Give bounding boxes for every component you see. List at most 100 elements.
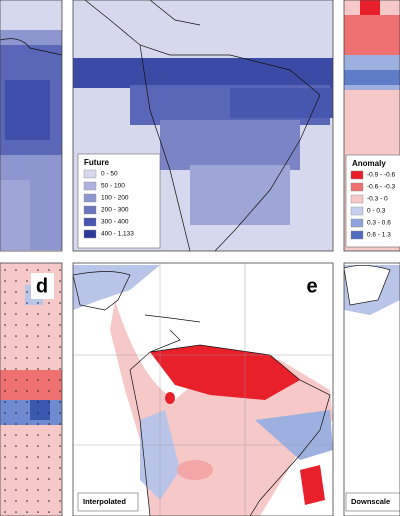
grid-dot bbox=[4, 324, 6, 326]
grid-dot bbox=[26, 401, 28, 403]
panel-tag: Interpolated bbox=[83, 497, 126, 506]
legend-swatch bbox=[83, 217, 97, 227]
grid-dot bbox=[37, 467, 39, 469]
grid-dot bbox=[59, 324, 61, 326]
grid-dot bbox=[15, 346, 17, 348]
legend-title: Anomaly bbox=[352, 159, 386, 168]
grid-dot bbox=[59, 456, 61, 458]
grid-dot bbox=[26, 346, 28, 348]
grid-dot bbox=[37, 368, 39, 370]
grid-dot bbox=[59, 390, 61, 392]
grid-dot bbox=[37, 500, 39, 502]
grid-dot bbox=[37, 390, 39, 392]
grid-dot bbox=[15, 434, 17, 436]
grid-dot bbox=[59, 291, 61, 293]
grid-dot bbox=[48, 401, 50, 403]
grid-dot bbox=[37, 412, 39, 414]
legend-swatch bbox=[350, 170, 364, 180]
grid-dot bbox=[15, 302, 17, 304]
legend-swatch bbox=[83, 229, 97, 239]
anomaly-legend: Anomaly -0.9 - -0.6 -0.6 - -0.3 -0.3 - 0 0 … bbox=[345, 154, 400, 248]
grid-dot bbox=[15, 379, 17, 381]
grid-dot bbox=[15, 467, 17, 469]
grid-dot bbox=[59, 379, 61, 381]
grid-dot bbox=[59, 346, 61, 348]
grid-dot bbox=[37, 489, 39, 491]
grid-dot bbox=[48, 445, 50, 447]
grid-dot bbox=[15, 324, 17, 326]
grid-dot bbox=[15, 269, 17, 271]
grid-dot bbox=[59, 478, 61, 480]
grid-dot bbox=[26, 500, 28, 502]
legend-swatch bbox=[83, 169, 97, 179]
grid-dot bbox=[59, 423, 61, 425]
grid-dot bbox=[48, 324, 50, 326]
grid-dot bbox=[15, 500, 17, 502]
grid-dot bbox=[15, 357, 17, 359]
grid-dot bbox=[37, 445, 39, 447]
panel-top-left bbox=[0, 0, 62, 251]
grid-dot bbox=[4, 390, 6, 392]
grid-dot bbox=[59, 280, 61, 282]
grid-dot bbox=[59, 500, 61, 502]
grid-dot bbox=[15, 456, 17, 458]
grid-dot bbox=[48, 302, 50, 304]
grid-dot bbox=[26, 423, 28, 425]
legend-label: 300 - 400 bbox=[101, 219, 129, 226]
panel-d bbox=[0, 263, 62, 516]
future-legend: Future 0 - 50 50 - 100 100 - 200 200 - 300 3… bbox=[77, 153, 161, 249]
grid-dot bbox=[15, 291, 17, 293]
grid-dot bbox=[4, 335, 6, 337]
grid-dot bbox=[15, 401, 17, 403]
grid-dot bbox=[26, 511, 28, 513]
grid-dot bbox=[26, 412, 28, 414]
legend-label: -0.6 - -0.3 bbox=[367, 184, 396, 191]
grid-dot bbox=[37, 302, 39, 304]
grid-dot bbox=[26, 291, 28, 293]
grid-dot bbox=[4, 291, 6, 293]
grid-dot bbox=[4, 357, 6, 359]
grid-dot bbox=[15, 423, 17, 425]
grid-dot bbox=[15, 390, 17, 392]
grid-dot bbox=[4, 401, 6, 403]
grid-dot bbox=[15, 445, 17, 447]
grid-dot bbox=[48, 511, 50, 513]
panel-f: Downscale bbox=[344, 263, 400, 516]
grid-dot bbox=[26, 269, 28, 271]
legend-swatch bbox=[83, 205, 97, 215]
grid-dot bbox=[15, 335, 17, 337]
grid-dot bbox=[26, 379, 28, 381]
grid-dot bbox=[48, 467, 50, 469]
grid-dot bbox=[26, 489, 28, 491]
grid-dot bbox=[4, 456, 6, 458]
panel-top-middle bbox=[73, 0, 333, 251]
legend-swatch bbox=[350, 194, 364, 204]
grid-dot bbox=[59, 401, 61, 403]
grid-dot bbox=[4, 280, 6, 282]
grid-dot bbox=[4, 511, 6, 513]
grid-dot bbox=[37, 511, 39, 513]
grid-dot bbox=[4, 379, 6, 381]
grid-dot bbox=[26, 313, 28, 315]
grid-dot bbox=[26, 467, 28, 469]
grid-dot bbox=[48, 390, 50, 392]
grid-dot bbox=[48, 379, 50, 381]
legend-label: 50 - 100 bbox=[101, 183, 125, 190]
grid-dot bbox=[37, 269, 39, 271]
legend-label: 200 - 300 bbox=[101, 207, 129, 214]
grid-dot bbox=[15, 368, 17, 370]
grid-dot bbox=[26, 390, 28, 392]
grid-dot bbox=[4, 445, 6, 447]
panel-label: d bbox=[36, 275, 48, 297]
grid-dot bbox=[37, 335, 39, 337]
panel-e bbox=[73, 263, 333, 516]
grid-dot bbox=[15, 280, 17, 282]
grid-dot bbox=[4, 269, 6, 271]
grid-dot bbox=[37, 456, 39, 458]
grid-dot bbox=[37, 379, 39, 381]
grid-dot bbox=[59, 434, 61, 436]
grid-dot bbox=[48, 489, 50, 491]
grid-dot bbox=[26, 456, 28, 458]
grid-dot bbox=[15, 489, 17, 491]
legend-label: 100 - 200 bbox=[101, 195, 129, 202]
